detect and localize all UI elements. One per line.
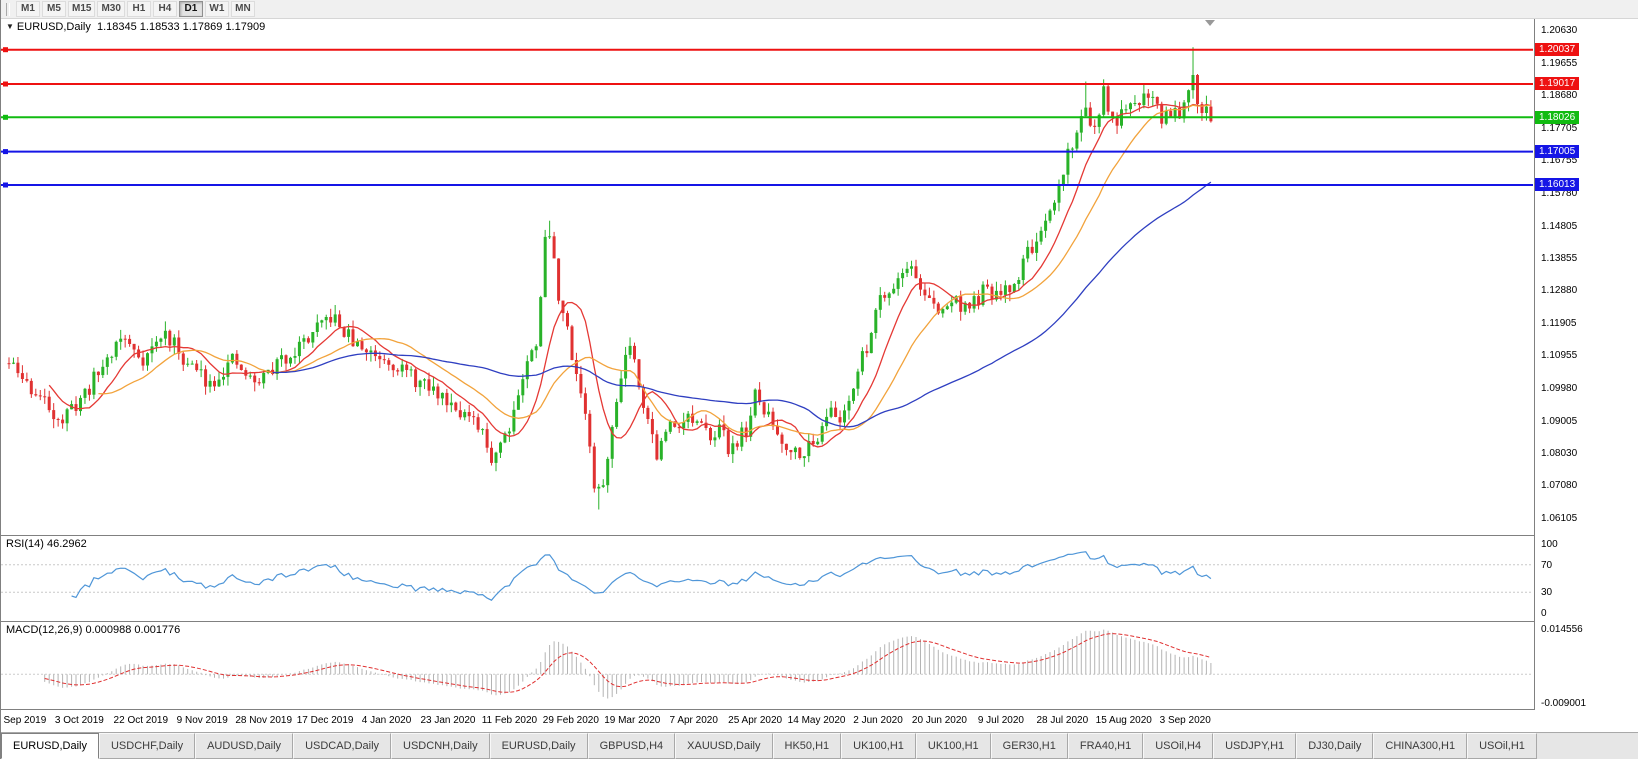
chart-area: ▼ EURUSD,Daily 1.18345 1.18533 1.17869 1.… bbox=[1, 19, 1638, 759]
macd-axis-label-bottom: -0.009001 bbox=[1541, 698, 1587, 709]
price-axis-label: 1.15780 bbox=[1541, 187, 1578, 199]
rsi-axis-label: 100 bbox=[1541, 539, 1558, 550]
price-axis-label: 1.16755 bbox=[1541, 155, 1578, 167]
price-axis-label: 1.07080 bbox=[1541, 480, 1578, 492]
price-axis-label: 1.09005 bbox=[1541, 415, 1578, 427]
rsi-indicator-pane[interactable]: RSI(14) 46.2962 bbox=[1, 536, 1534, 622]
chart-tab-5[interactable]: EURUSD,Daily bbox=[489, 733, 588, 759]
chart-tab-7[interactable]: XAUUSD,Daily bbox=[675, 733, 773, 759]
main-chart-pane[interactable]: ▼ EURUSD,Daily 1.18345 1.18533 1.17869 1.… bbox=[1, 19, 1534, 536]
timeframe-button-m5[interactable]: M5 bbox=[42, 1, 66, 17]
price-axis-label: 1.20630 bbox=[1541, 24, 1578, 36]
timeframe-button-w1[interactable]: W1 bbox=[204, 1, 229, 17]
date-axis-label: 22 Oct 2019 bbox=[113, 715, 169, 726]
macd-label: MACD(12,26,9) 0.000988 0.001776 bbox=[6, 624, 181, 636]
date-axis-label: 25 Apr 2020 bbox=[728, 715, 783, 726]
price-axis-label: 1.10955 bbox=[1541, 349, 1578, 361]
timeframe-toolbar: M1 M5 M15 M30 H1 H4 D1 W1 MN bbox=[1, 0, 1638, 19]
date-axis-label: 3 Oct 2019 bbox=[54, 715, 104, 726]
price-axis[interactable]: 1.20630 1.19655 1.18680 1.17705 1.16755 1.157… bbox=[1534, 19, 1638, 710]
chart-tab-12[interactable]: FRA40,H1 bbox=[1067, 733, 1144, 759]
date-axis-label: 23 Jan 2020 bbox=[420, 715, 476, 726]
macd-histogram-chart[interactable] bbox=[1, 622, 1533, 709]
chart-tab-3[interactable]: USDCAD,Daily bbox=[293, 733, 392, 759]
price-axis-label: 1.06105 bbox=[1541, 513, 1578, 525]
chart-tab-2[interactable]: AUDUSD,Daily bbox=[195, 733, 294, 759]
timeframe-button-m30[interactable]: M30 bbox=[97, 1, 125, 17]
date-axis-label: 19 Mar 2020 bbox=[604, 715, 661, 726]
hline-price-label: 1.19017 bbox=[1535, 77, 1580, 91]
price-axis-label: 1.12880 bbox=[1541, 285, 1578, 297]
price-axis-label: 1.09980 bbox=[1541, 382, 1578, 394]
chart-tab-bar: EURUSD,Daily USDCHF,Daily AUDUSD,Daily USDC… bbox=[1, 733, 1638, 759]
timeframe-button-h4[interactable]: H4 bbox=[152, 1, 177, 17]
date-axis-label: 14 Sep 2019 bbox=[1, 715, 47, 726]
chart-tab-1[interactable]: USDCHF,Daily bbox=[98, 733, 196, 759]
price-axis-label: 1.14805 bbox=[1541, 220, 1578, 232]
date-axis-label: 15 Aug 2020 bbox=[1095, 715, 1152, 726]
chart-tab-17[interactable]: USOil,H1 bbox=[1467, 733, 1537, 759]
date-axis[interactable]: 14 Sep 2019 3 Oct 2019 22 Oct 2019 9 Nov 20… bbox=[1, 710, 1638, 733]
chart-tab-11[interactable]: GER30,H1 bbox=[990, 733, 1068, 759]
price-axis-label: 1.11905 bbox=[1541, 318, 1577, 330]
date-axis-label: 17 Dec 2019 bbox=[296, 715, 354, 726]
chart-tab-8[interactable]: HK50,H1 bbox=[772, 733, 842, 759]
date-axis-label: 20 Jun 2020 bbox=[911, 715, 967, 726]
date-axis-label: 4 Jan 2020 bbox=[361, 715, 412, 726]
chart-tab-15[interactable]: DJ30,Daily bbox=[1296, 733, 1374, 759]
candlestick-chart[interactable] bbox=[1, 19, 1533, 535]
timeframe-button-m1[interactable]: M1 bbox=[16, 1, 40, 17]
chart-title-text: EURUSD,Daily 1.18345 1.18533 1.17869 1.1… bbox=[16, 21, 266, 33]
rsi-axis-label: 70 bbox=[1541, 559, 1553, 571]
timeframe-button-mn[interactable]: MN bbox=[230, 1, 255, 17]
price-axis-label: 1.08030 bbox=[1541, 448, 1578, 460]
hline-price-label: 1.16013 bbox=[1535, 178, 1580, 192]
date-axis-label: 7 Apr 2020 bbox=[669, 715, 718, 726]
chart-tab-4[interactable]: USDCNH,Daily bbox=[391, 733, 490, 759]
rsi-axis-label: 30 bbox=[1541, 587, 1553, 599]
chart-tab-14[interactable]: USDJPY,H1 bbox=[1213, 733, 1297, 759]
price-axis-label: 1.18680 bbox=[1541, 90, 1578, 102]
date-axis-label: 9 Jul 2020 bbox=[977, 715, 1024, 726]
macd-indicator-pane[interactable]: MACD(12,26,9) 0.000988 0.001776 bbox=[1, 622, 1534, 710]
chart-tab-0[interactable]: EURUSD,Daily bbox=[1, 733, 99, 759]
date-axis-label: 9 Nov 2019 bbox=[176, 715, 228, 726]
chart-tab-13[interactable]: USOil,H4 bbox=[1143, 733, 1214, 759]
chart-tab-10[interactable]: UK100,H1 bbox=[915, 733, 991, 759]
date-axis-label: 28 Nov 2019 bbox=[235, 715, 293, 726]
date-axis-label: 2 Jun 2020 bbox=[853, 715, 903, 726]
timeframe-buttons: M1 M5 M15 M30 H1 H4 D1 W1 MN bbox=[16, 1, 257, 17]
toolbar-grip[interactable] bbox=[6, 2, 10, 16]
hline-price-label: 1.17005 bbox=[1535, 145, 1580, 159]
rsi-axis-label: 0 bbox=[1541, 608, 1547, 619]
price-axis-label: 1.19655 bbox=[1541, 57, 1578, 69]
chart-tab-16[interactable]: CHINA300,H1 bbox=[1373, 733, 1468, 759]
timeframe-button-m15[interactable]: M15 bbox=[68, 1, 96, 17]
timeframe-button-d1[interactable]: D1 bbox=[178, 1, 203, 17]
hline-price-label: 1.20037 bbox=[1535, 43, 1580, 57]
date-axis-label: 29 Feb 2020 bbox=[542, 715, 599, 726]
rsi-label: RSI(14) 46.2962 bbox=[6, 538, 87, 550]
price-axis-label: 1.13855 bbox=[1541, 252, 1578, 264]
price-axis-label: 1.17705 bbox=[1541, 123, 1578, 135]
rsi-line-chart[interactable] bbox=[1, 536, 1533, 621]
date-axis-label: 3 Sep 2020 bbox=[1159, 715, 1211, 726]
date-axis-label: 28 Jul 2020 bbox=[1036, 715, 1089, 726]
date-axis-label: 11 Feb 2020 bbox=[481, 715, 538, 726]
macd-axis-label-top: 0.014556 bbox=[1541, 624, 1583, 635]
date-axis-label: 14 May 2020 bbox=[787, 715, 846, 726]
chart-tab-9[interactable]: UK100,H1 bbox=[841, 733, 916, 759]
timeframe-button-h1[interactable]: H1 bbox=[126, 1, 151, 17]
chart-title: ▼ EURUSD,Daily 1.18345 1.18533 1.17869 1.… bbox=[6, 21, 265, 33]
chart-tab-6[interactable]: GBPUSD,H4 bbox=[587, 733, 676, 759]
chart-dropdown-icon[interactable]: ▼ bbox=[6, 22, 14, 31]
hline-price-label: 1.18026 bbox=[1535, 110, 1580, 124]
